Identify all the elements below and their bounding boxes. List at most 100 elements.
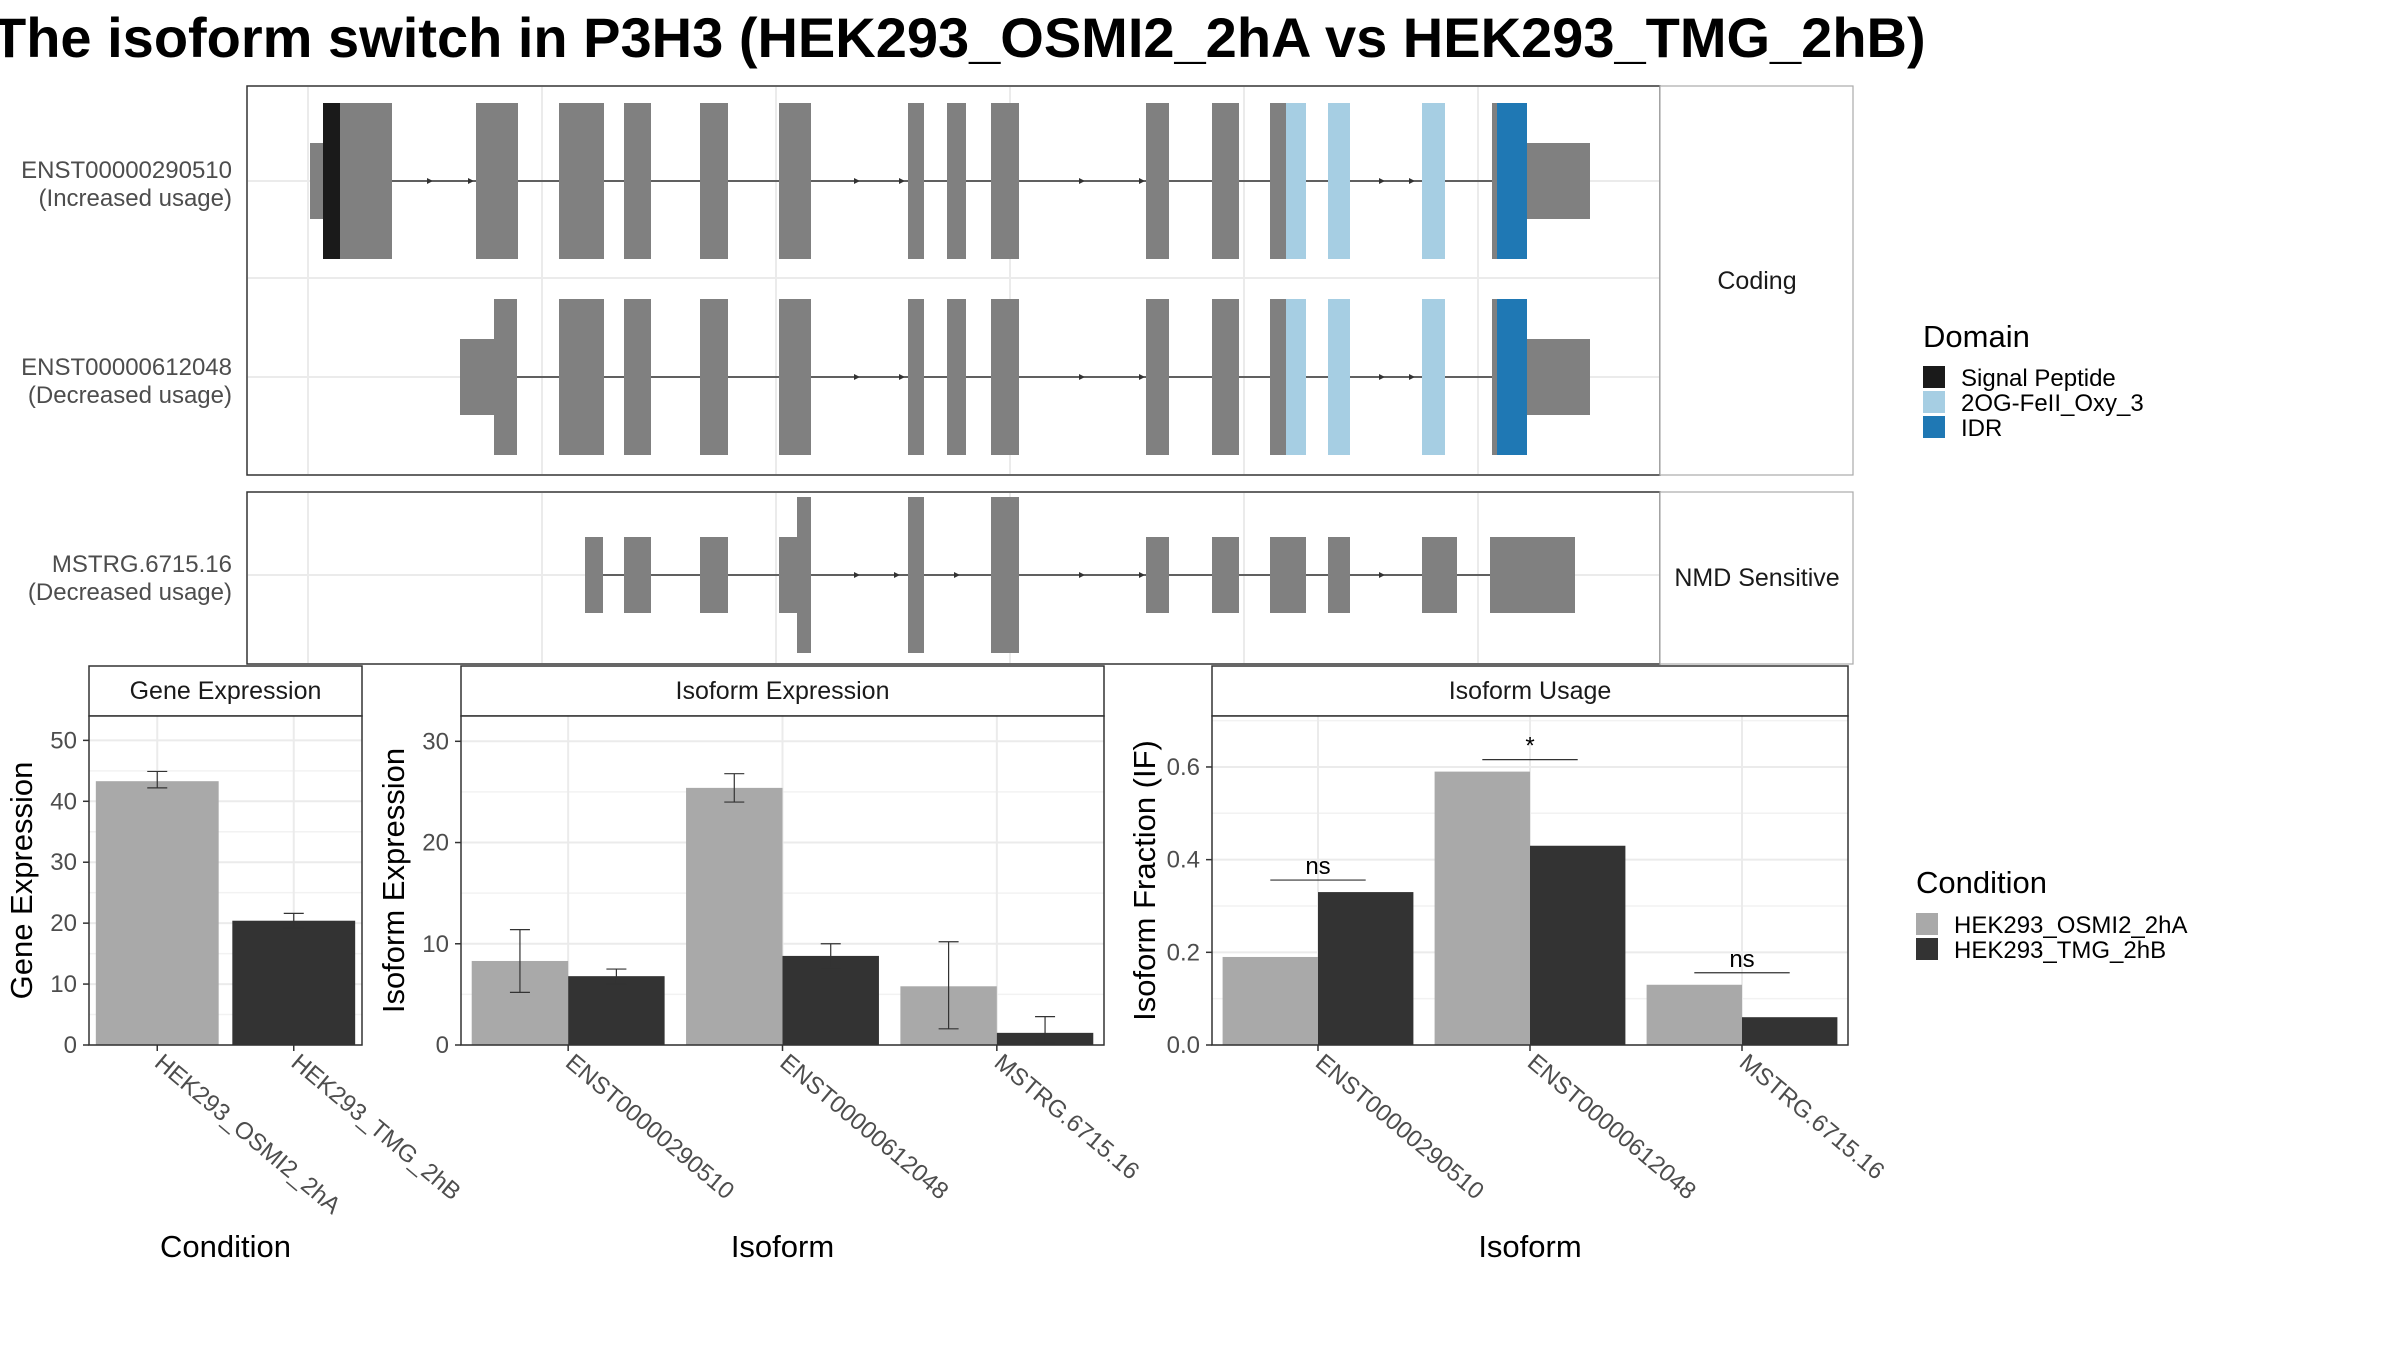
exon xyxy=(624,537,651,613)
exon xyxy=(323,103,340,259)
y-tick-label: 0.4 xyxy=(1167,847,1200,874)
panel-border xyxy=(1211,715,1849,1046)
direction-arrow xyxy=(899,178,905,184)
bar xyxy=(782,955,879,1045)
isoform-usage-chart: Isoform Usage 0.0 0.2 0.4 0.6 ns ENST000002905… xyxy=(1127,665,1889,1264)
exon xyxy=(700,103,728,259)
exon xyxy=(1328,537,1350,613)
legend-label-oxy: 2OG-FeII_Oxy_3 xyxy=(1961,390,2144,417)
panel-strip-title: Gene Expression xyxy=(130,677,322,705)
bar xyxy=(1646,984,1742,1045)
direction-arrow xyxy=(854,178,860,184)
y-tick-label: 50 xyxy=(50,727,77,754)
exon xyxy=(947,299,966,455)
direction-arrow xyxy=(468,178,474,184)
legend-swatch-oxy xyxy=(1923,391,1945,413)
exon xyxy=(779,299,811,455)
exon xyxy=(1492,299,1497,455)
exon xyxy=(1146,299,1169,455)
direction-arrow xyxy=(1409,178,1415,184)
transcript-label-1-id: ENST00000290510 xyxy=(21,157,232,184)
direction-arrow xyxy=(854,572,860,578)
exon xyxy=(1270,103,1286,259)
exon xyxy=(908,103,924,259)
x-tick-label: MSTRG.6715.16 xyxy=(1734,1049,1889,1185)
exon xyxy=(1286,103,1306,259)
direction-arrow xyxy=(1379,374,1385,380)
legend-swatch-condition-b xyxy=(1916,938,1938,960)
bar xyxy=(686,787,783,1045)
x-tick-label: ENST00000612048 xyxy=(1522,1049,1701,1205)
direction-arrow xyxy=(1139,572,1145,578)
y-tick-label: 0 xyxy=(64,1032,77,1059)
y-axis-title: Gene Expression xyxy=(4,762,39,1000)
exon xyxy=(1328,299,1350,455)
legend-swatch-signal-peptide xyxy=(1923,366,1945,388)
bar xyxy=(1434,771,1530,1045)
exon xyxy=(1422,537,1457,613)
direction-arrow xyxy=(1079,572,1085,578)
x-tick-label: MSTRG.6715.16 xyxy=(989,1049,1144,1185)
panel-border xyxy=(460,715,1105,1046)
exon xyxy=(585,537,603,613)
legend-swatch-idr xyxy=(1923,416,1945,438)
direction-arrow xyxy=(1139,178,1145,184)
x-tick-label: ENST00000290510 xyxy=(560,1049,739,1205)
y-axis-title: Isoform Fraction (IF) xyxy=(1127,740,1162,1021)
y-axis-title: Isoform Expression xyxy=(376,748,411,1013)
exon xyxy=(1146,103,1169,259)
direction-arrow xyxy=(1379,572,1385,578)
y-tick-label: 30 xyxy=(50,849,77,876)
direction-arrow xyxy=(1139,374,1145,380)
panel-strip-title: Isoform Usage xyxy=(1449,677,1612,705)
panel-strip xyxy=(88,665,363,717)
transcript-label-1-usage: (Increased usage) xyxy=(39,185,232,212)
coding-strip xyxy=(1659,85,1854,476)
direction-arrow xyxy=(1079,178,1085,184)
exon xyxy=(476,103,518,259)
exon xyxy=(1270,537,1306,613)
exon xyxy=(908,497,924,653)
exon xyxy=(1212,537,1239,613)
direction-arrow xyxy=(1079,374,1085,380)
figure-title: The isoform switch in P3H3 (HEK293_OSMI2… xyxy=(0,6,1926,69)
panel-strip-title: Isoform Expression xyxy=(676,677,890,705)
exon xyxy=(1497,299,1527,455)
coding-strip-label: Coding xyxy=(1717,267,1796,295)
bar xyxy=(232,920,356,1045)
condition-legend: Condition HEK293_OSMI2_2hA HEK293_TMG_2h… xyxy=(1916,865,2187,964)
legend-label-condition-b: HEK293_TMG_2hB xyxy=(1954,937,2166,964)
y-tick-label: 20 xyxy=(50,910,77,937)
exon xyxy=(1497,103,1527,259)
transcript-structure-panels: Coding NMD Sensitive ENST00000290510 (In… xyxy=(21,85,1854,665)
exon xyxy=(991,299,1019,455)
isoform-expression-chart: Isoform Expression 0 10 20 30 ENST00000290510… xyxy=(376,665,1144,1264)
bar xyxy=(95,781,219,1045)
exon xyxy=(624,299,651,455)
direction-arrow xyxy=(894,572,900,578)
exon xyxy=(779,537,797,613)
nmd-strip-label: NMD Sensitive xyxy=(1674,564,1839,592)
direction-arrow xyxy=(899,374,905,380)
legend-label-idr: IDR xyxy=(1961,415,2002,442)
exon xyxy=(991,103,1019,259)
y-tick-label: 0.6 xyxy=(1167,754,1200,781)
exon xyxy=(947,103,966,259)
exon xyxy=(1527,339,1590,415)
exon xyxy=(559,103,604,259)
exon xyxy=(700,537,728,613)
transcript-label-2-id: ENST00000612048 xyxy=(21,354,232,381)
exon xyxy=(1270,299,1286,455)
exon xyxy=(1212,103,1239,259)
condition-legend-title: Condition xyxy=(1916,865,2047,900)
transcript-label-3-id: MSTRG.6715.16 xyxy=(52,551,232,578)
exon xyxy=(559,299,604,455)
domain-legend: Domain Signal Peptide 2OG-FeII_Oxy_3 IDR xyxy=(1923,319,2144,442)
exon xyxy=(1422,103,1445,259)
transcript-label-3-usage: (Decreased usage) xyxy=(28,579,232,606)
exon xyxy=(1492,103,1497,259)
exon xyxy=(1146,537,1169,613)
exon xyxy=(624,103,651,259)
significance-label: * xyxy=(1525,733,1534,760)
